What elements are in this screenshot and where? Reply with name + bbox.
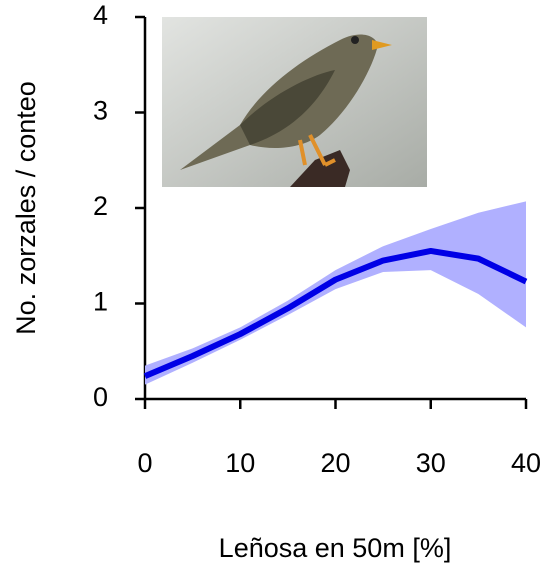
x-tick-label: 10 [225, 448, 255, 478]
bird-photo [162, 17, 427, 187]
y-tick-label: 1 [93, 287, 108, 317]
x-tick-label: 0 [137, 448, 152, 478]
y-tick-label: 4 [93, 0, 108, 30]
x-tick-label: 40 [511, 448, 541, 478]
chart: No. zorzales / conteo Leñosa en 50m [%] … [0, 0, 550, 568]
y-axis-label: No. zorzales / conteo [11, 81, 41, 335]
y-tick-label: 0 [93, 382, 108, 412]
confidence-band [145, 201, 526, 384]
y-tick-label: 2 [93, 191, 108, 221]
x-axis-label: Leñosa en 50m [%] [219, 533, 452, 563]
y-tick-label: 3 [93, 96, 108, 126]
x-tick-label: 20 [320, 448, 350, 478]
x-tick-label: 30 [416, 448, 446, 478]
